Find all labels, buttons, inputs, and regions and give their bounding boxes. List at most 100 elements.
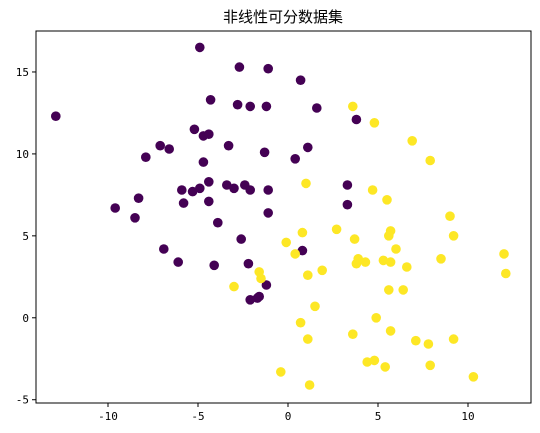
data-point-class-1: [367, 185, 378, 195]
data-point-class-0: [159, 244, 169, 254]
data-point-class-0: [290, 154, 301, 164]
data-point-class-1: [371, 313, 382, 323]
data-point-class-1: [348, 101, 358, 112]
data-point-class-0: [213, 217, 223, 228]
data-point-class-1: [290, 249, 301, 259]
data-point-class-1: [411, 335, 421, 346]
data-point-class-0: [297, 245, 308, 256]
data-point-class-0: [110, 203, 120, 213]
data-points: [51, 42, 511, 390]
x-tick-label: -5: [191, 410, 204, 423]
y-tick-label: 5: [22, 230, 29, 243]
data-point-class-0: [263, 185, 274, 195]
data-point-class-0: [133, 193, 144, 203]
axis-ticks: -10 -5 0 5 10 -5 0 5 10 15: [16, 66, 475, 423]
data-point-class-1: [229, 281, 239, 292]
data-point-class-1: [310, 301, 320, 312]
data-point-class-0: [261, 101, 272, 112]
data-point-class-1: [276, 367, 286, 377]
plot-frame: [35, 30, 532, 404]
data-point-class-1: [369, 355, 380, 366]
data-point-class-0: [245, 295, 255, 305]
data-point-class-1: [425, 155, 436, 166]
data-point-class-1: [425, 360, 436, 371]
data-point-class-1: [501, 268, 511, 279]
data-point-class-1: [256, 273, 266, 284]
data-point-class-1: [303, 334, 313, 344]
data-point-class-0: [312, 103, 322, 113]
data-point-class-1: [382, 195, 392, 205]
data-point-class-1: [391, 244, 401, 254]
data-point-class-0: [209, 260, 219, 271]
x-tick-label: 5: [375, 410, 382, 423]
data-point-class-0: [342, 180, 353, 190]
x-tick-label: -10: [98, 410, 118, 423]
data-point-class-1: [303, 270, 313, 281]
data-point-class-0: [204, 177, 214, 187]
x-tick-label: 0: [285, 410, 292, 423]
data-point-class-0: [195, 42, 205, 53]
data-point-class-0: [232, 99, 243, 110]
data-point-class-1: [360, 257, 371, 267]
data-point-class-0: [303, 142, 313, 153]
y-tick-label: 15: [16, 66, 29, 79]
data-point-class-0: [155, 140, 165, 151]
data-point-class-1: [331, 224, 342, 235]
data-point-class-1: [385, 326, 396, 336]
data-point-class-0: [351, 114, 362, 125]
data-point-class-0: [245, 101, 255, 112]
data-point-class-1: [445, 211, 455, 221]
data-point-class-0: [141, 152, 151, 162]
data-point-class-0: [259, 147, 270, 158]
data-point-class-1: [402, 262, 412, 272]
data-point-class-0: [252, 293, 263, 303]
data-point-class-1: [398, 285, 409, 295]
y-tick-label: 10: [16, 148, 29, 161]
data-point-class-0: [243, 258, 254, 269]
data-point-class-0: [130, 213, 140, 223]
data-point-class-0: [229, 183, 239, 194]
data-point-class-1: [436, 253, 446, 264]
data-point-class-1: [378, 255, 389, 266]
data-point-class-1: [423, 339, 434, 349]
data-point-class-0: [263, 208, 274, 218]
data-point-class-1: [384, 285, 394, 295]
data-point-class-0: [177, 185, 187, 195]
data-point-class-1: [351, 258, 362, 269]
data-point-class-1: [407, 136, 418, 146]
data-point-class-1: [384, 231, 394, 241]
data-point-class-1: [301, 178, 311, 189]
data-point-class-1: [362, 357, 373, 367]
data-point-class-1: [369, 118, 380, 128]
data-point-class-0: [245, 185, 255, 195]
data-point-class-0: [187, 186, 198, 197]
data-point-class-1: [348, 329, 358, 340]
data-point-class-1: [317, 265, 328, 276]
data-point-class-0: [51, 111, 61, 121]
x-tick-label: 10: [461, 410, 474, 423]
data-point-class-1: [281, 237, 292, 248]
data-point-class-0: [195, 183, 205, 194]
data-point-class-0: [342, 199, 353, 210]
data-point-class-1: [468, 372, 479, 382]
data-point-class-0: [178, 198, 189, 208]
data-point-class-0: [189, 124, 200, 135]
data-point-class-0: [204, 129, 214, 139]
data-point-class-0: [261, 280, 272, 290]
data-point-class-0: [198, 157, 209, 167]
data-point-class-0: [164, 144, 174, 154]
data-point-class-1: [304, 380, 315, 390]
data-point-class-0: [263, 63, 274, 74]
y-tick-label: -5: [16, 394, 29, 407]
data-point-class-1: [448, 231, 459, 241]
data-point-class-1: [297, 227, 308, 238]
data-point-class-1: [380, 362, 391, 372]
y-tick-label: 0: [22, 312, 29, 325]
data-point-class-0: [236, 234, 246, 244]
data-point-class-0: [222, 180, 232, 190]
data-point-class-1: [499, 249, 509, 259]
data-point-class-1: [385, 257, 396, 267]
data-point-class-0: [223, 140, 234, 151]
data-point-class-1: [448, 334, 459, 344]
